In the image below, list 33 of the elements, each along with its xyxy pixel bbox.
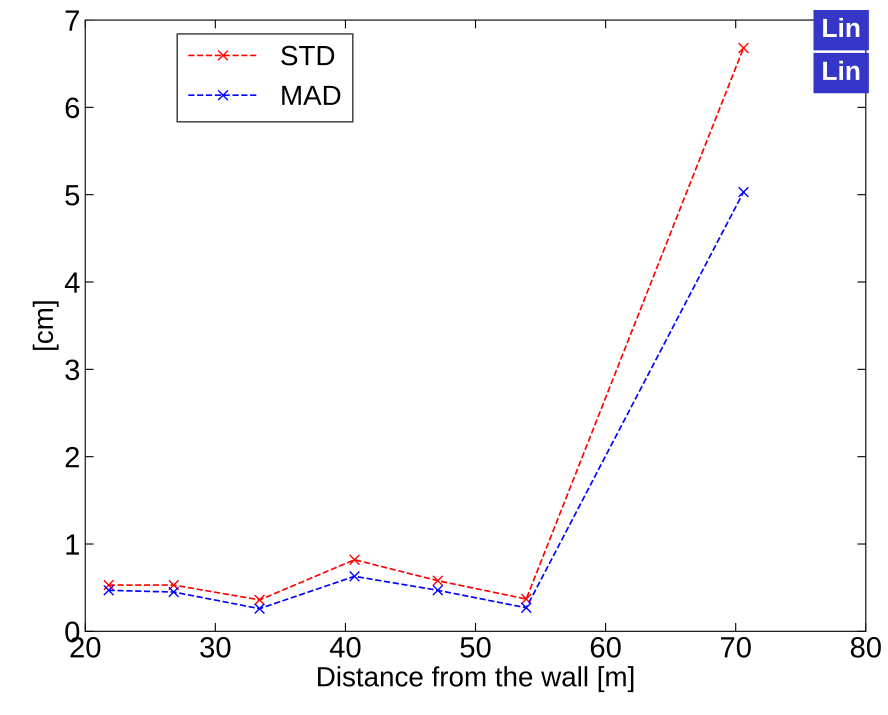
point [254, 603, 266, 614]
y-tick-label: 5 [65, 185, 80, 206]
x-tick-label: 80 [850, 636, 881, 658]
point [738, 186, 750, 198]
y-tick-label: 6 [66, 98, 80, 118]
y-tick-label: 1 [66, 534, 79, 555]
x-tick-label: 70 [720, 636, 751, 658]
point [520, 602, 532, 614]
x-tick-label: 60 [590, 636, 621, 658]
point [254, 594, 266, 606]
point [520, 593, 532, 605]
x-axis-title: Distance from the wall [m] [318, 666, 634, 692]
point [348, 570, 360, 582]
y-tick-label: 4 [64, 272, 80, 293]
point [103, 584, 114, 596]
point [103, 580, 114, 591]
x-tick-label: 40 [330, 636, 361, 658]
y-tick-label: 7 [66, 10, 79, 31]
point [348, 554, 360, 566]
annotation: Lin [823, 18, 860, 37]
x-tick-label: 50 [460, 636, 491, 658]
point [168, 586, 180, 598]
point [432, 575, 444, 586]
point [168, 580, 180, 591]
x-tick-label: 30 [200, 636, 230, 658]
y-tick-label: 2 [66, 446, 79, 468]
y-axis-title: [cm] [32, 301, 59, 350]
point [738, 42, 750, 54]
annotation: Lin [823, 60, 860, 80]
legend-label: MAD [282, 86, 340, 105]
legend-label: STD [281, 46, 334, 66]
point [432, 584, 444, 596]
y-tick-label: 3 [65, 360, 80, 380]
